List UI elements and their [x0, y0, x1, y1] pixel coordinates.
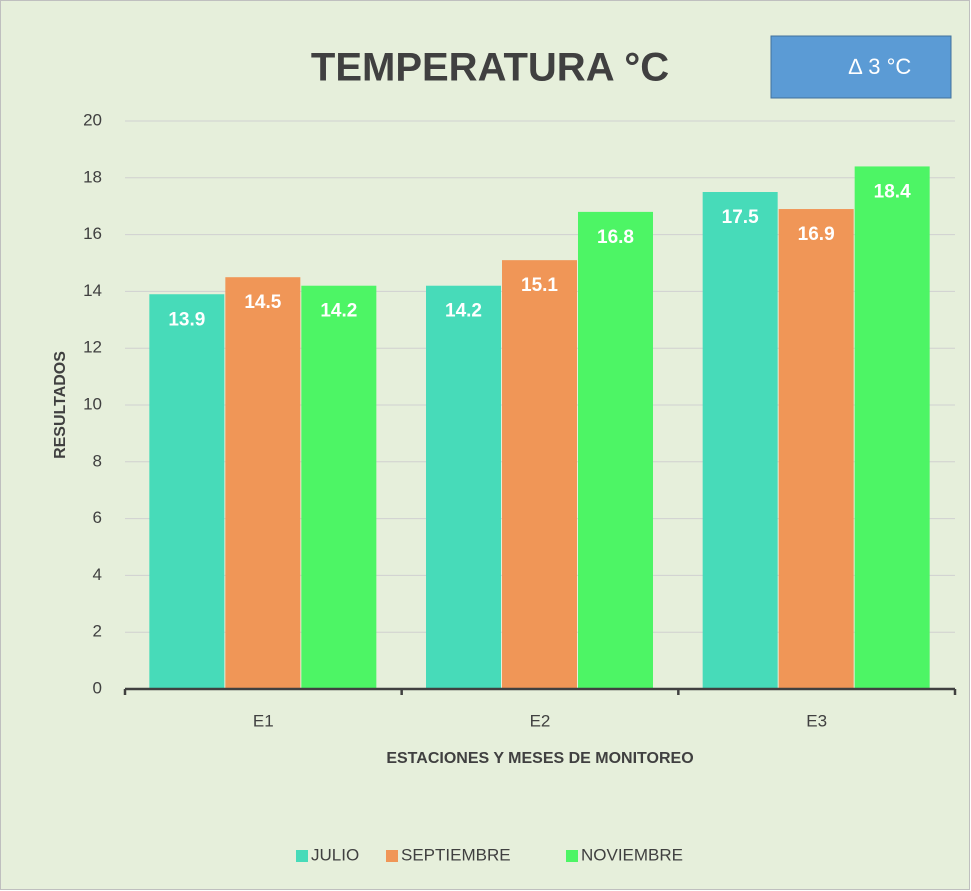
y-tick-label: 0 [93, 678, 102, 697]
value-label: 14.2 [320, 301, 357, 322]
y-tick-label: 4 [93, 565, 102, 584]
legend-swatch [386, 850, 398, 862]
bar [426, 285, 501, 689]
bar [578, 211, 653, 689]
value-label: 16.9 [798, 224, 835, 245]
chart-title: TEMPERATURA °C [311, 46, 669, 90]
value-label: 16.8 [597, 227, 634, 248]
x-tick-label: E1 [253, 711, 274, 730]
legend-label: SEPTIEMBRE [401, 845, 511, 864]
y-axis-label: RESULTADOS [52, 351, 69, 459]
y-tick-label: 12 [83, 338, 102, 357]
y-tick-label: 10 [83, 394, 102, 413]
legend-label: JULIO [311, 845, 359, 864]
y-tick-label: 14 [83, 281, 102, 300]
bar [301, 285, 377, 689]
value-label: 14.5 [244, 292, 281, 313]
legend-label: NOVIEMBRE [581, 845, 683, 864]
legend-swatch [566, 850, 578, 862]
value-label: 18.4 [874, 181, 911, 202]
bar [225, 277, 301, 689]
y-tick-label: 16 [83, 224, 102, 243]
x-tick-label: E3 [806, 711, 827, 730]
annotation: ∆ 3 °C [849, 54, 912, 79]
value-label: 13.9 [168, 309, 205, 330]
y-tick-label: 20 [83, 110, 102, 129]
y-tick-label: 6 [93, 508, 102, 527]
value-label: 17.5 [722, 207, 759, 228]
annotation-box [770, 35, 952, 99]
bar [778, 209, 854, 690]
bar [854, 166, 930, 689]
y-tick-label: 8 [93, 451, 102, 470]
y-tick-label: 18 [83, 167, 102, 186]
bar [702, 192, 778, 689]
y-tick-label: 2 [93, 622, 102, 641]
bar [149, 294, 225, 689]
x-axis-label: ESTACIONES Y MESES DE MONITOREO [386, 750, 693, 767]
value-label: 15.1 [521, 275, 558, 296]
value-label: 14.2 [445, 301, 482, 322]
x-tick-label: E2 [530, 711, 551, 730]
legend-swatch [296, 850, 308, 862]
bar [502, 260, 577, 689]
